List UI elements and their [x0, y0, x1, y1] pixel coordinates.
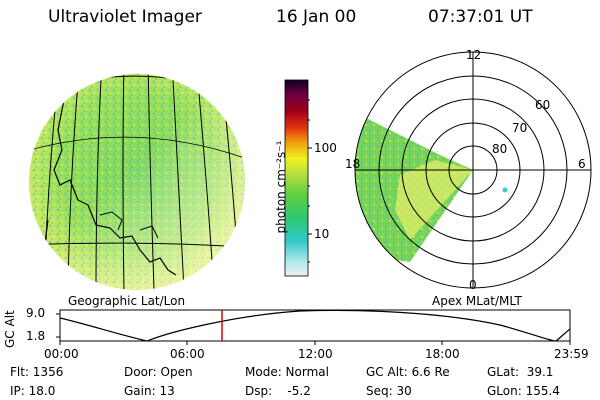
coastline [53, 79, 177, 276]
instrument-title: Ultraviolet Imager [48, 7, 202, 27]
timeline-xtick-2359: 23:59 [554, 347, 589, 361]
mlt-label-18: 18 [345, 157, 361, 171]
timeline-ylabel: GC Alt [3, 310, 17, 348]
altitude-timeline [56, 309, 571, 345]
colorbar [284, 79, 312, 277]
timeline-xtick-1800: 18:00 [425, 347, 460, 361]
colorbar-tick-100: 100 [314, 141, 337, 155]
lat-label-80: 80 [492, 142, 508, 156]
sequence-number: Seq: 30 [366, 384, 412, 398]
colorbar-tick-10: 10 [314, 227, 330, 241]
timeline-ytick-1-8: 1.8 [26, 329, 46, 343]
geo-longitude: GLon: 155.4 [487, 384, 560, 398]
geo-caption: Geographic Lat/Lon [68, 294, 186, 308]
altitude-curve [59, 309, 571, 342]
gc-altitude: GC Alt: 6.6 Re [366, 365, 450, 379]
lat-label-70: 70 [512, 121, 528, 135]
dsp-value: Dsp: -5.2 [245, 384, 311, 398]
date-label: 16 Jan 00 [276, 7, 357, 27]
geo-latitude: GLat: 39.1 [487, 365, 554, 379]
door-status: Door: Open [124, 365, 193, 379]
polar-emission [355, 110, 473, 262]
flight-number: Flt: 1356 [10, 365, 64, 379]
timeline-ytick-9: 9.0 [26, 306, 46, 320]
mlt-label-12: 12 [466, 48, 482, 62]
polar-caption: Apex MLat/MLT [432, 294, 522, 308]
timeline-xtick-1200: 12:00 [298, 347, 333, 361]
geographic-image [29, 74, 245, 290]
colorbar-unit-label: photon cm⁻²s⁻¹ [274, 140, 288, 234]
timeline-xtick-0600: 06:00 [170, 347, 205, 361]
time-label: 07:37:01 UT [428, 7, 533, 27]
timeline-xtick-0000: 00:00 [44, 347, 79, 361]
mode-status: Mode: Normal [245, 365, 329, 379]
gain-value: Gain: 13 [124, 384, 175, 398]
ip-value: IP: 18.0 [10, 384, 56, 398]
mlt-label-0: 0 [469, 278, 477, 292]
polar-plot [354, 51, 592, 289]
lat-label-60: 60 [535, 98, 551, 112]
mlt-label-6: 6 [578, 157, 586, 171]
